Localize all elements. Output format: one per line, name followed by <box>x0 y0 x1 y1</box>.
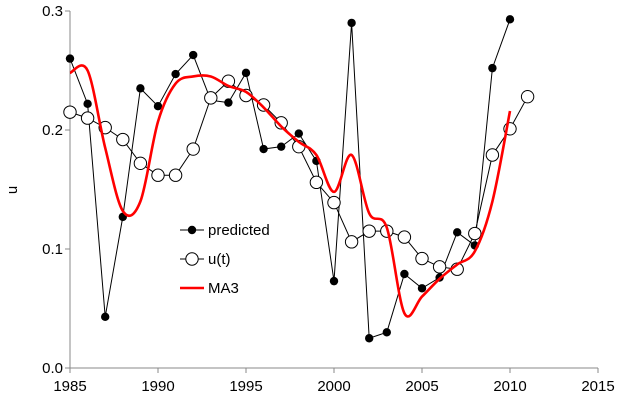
y-tick-label: 0.1 <box>42 241 63 258</box>
data-point <box>397 230 412 244</box>
data-point <box>468 226 482 241</box>
data-point <box>256 98 271 112</box>
data-point <box>382 328 391 337</box>
series-line-predicted <box>69 19 511 339</box>
legend-marker <box>187 225 197 235</box>
data-point <box>65 54 75 63</box>
data-point <box>400 269 409 279</box>
data-point <box>224 98 233 107</box>
data-point <box>485 148 500 162</box>
y-axis-label: u <box>4 186 21 194</box>
data-point <box>520 89 535 104</box>
axes <box>65 10 599 373</box>
x-tick-label: 2000 <box>317 378 350 395</box>
data-point <box>347 18 356 28</box>
series-line-u-t <box>69 80 529 270</box>
tick-labels: 0.0 0.1 0.2 0.3 1985 1990 1995 2000 2005 2010 2015 <box>42 3 615 395</box>
data-point <box>417 284 427 293</box>
data-point <box>153 102 163 111</box>
data-point <box>133 156 148 171</box>
data-point <box>168 168 183 182</box>
x-tick-label: 2005 <box>405 378 438 395</box>
legend-label: predicted <box>208 222 270 239</box>
data-point <box>344 235 359 249</box>
data-point <box>309 175 324 190</box>
data-point <box>171 69 180 79</box>
legend: predicted u(t) MA3 <box>180 222 270 297</box>
data-point <box>101 312 110 322</box>
data-point <box>151 168 165 182</box>
y-tick-label: 0.3 <box>42 3 63 20</box>
x-tick-label: 2010 <box>493 378 526 395</box>
series-layer <box>63 15 535 343</box>
data-point <box>327 195 341 210</box>
data-point <box>116 132 130 147</box>
x-tick-label: 1985 <box>53 378 86 395</box>
data-point <box>453 228 462 237</box>
series-ma3 <box>69 64 512 318</box>
legend-item-u-t: u(t) <box>180 251 231 268</box>
data-point <box>189 50 198 60</box>
series-u-t <box>63 74 535 276</box>
x-tick-label: 1995 <box>229 378 262 395</box>
data-point <box>432 260 447 274</box>
legend-item-predicted: predicted <box>180 222 270 239</box>
data-point <box>505 15 515 24</box>
data-point <box>365 334 374 343</box>
data-point <box>294 129 303 138</box>
data-point <box>241 68 251 78</box>
y-tick-label: 0.2 <box>42 122 63 139</box>
series-line-ma3 <box>69 64 512 318</box>
y-tick-label: 0.0 <box>42 360 63 377</box>
data-point <box>415 251 429 266</box>
data-point <box>274 116 288 130</box>
data-point <box>362 224 376 238</box>
x-tick-label: 1990 <box>141 378 174 395</box>
data-point <box>259 144 268 154</box>
data-point <box>83 99 92 109</box>
legend-item-ma3: MA3 <box>180 280 239 297</box>
legend-label: u(t) <box>208 251 231 268</box>
data-point <box>136 84 145 93</box>
data-point <box>204 91 218 105</box>
data-point <box>63 105 77 119</box>
data-point <box>186 142 200 156</box>
series-predicted <box>65 15 515 343</box>
data-point <box>80 111 95 125</box>
legend-label: MA3 <box>208 280 239 297</box>
data-point <box>277 142 286 151</box>
data-point <box>329 276 339 286</box>
legend-marker <box>185 252 199 266</box>
data-point <box>488 63 497 73</box>
x-tick-label: 2015 <box>581 378 614 395</box>
